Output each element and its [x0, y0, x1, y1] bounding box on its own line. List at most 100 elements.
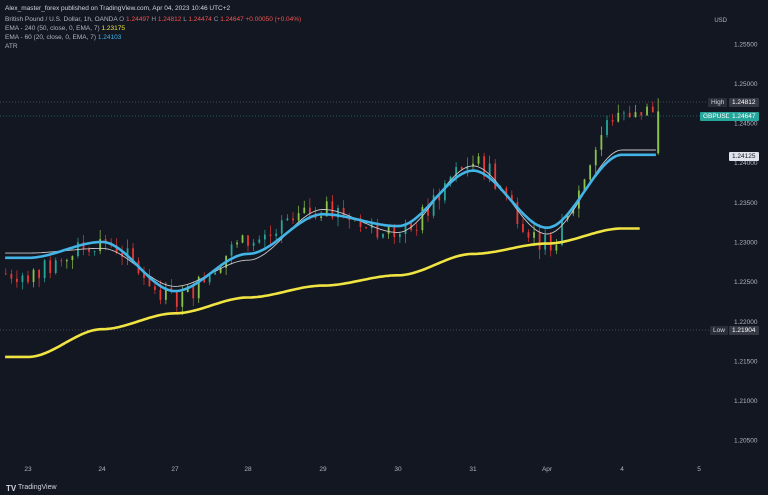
ohlc-close-label: C: [213, 16, 219, 23]
candle-body: [10, 273, 13, 279]
time-tick-label: 23: [24, 466, 32, 473]
candle-body: [477, 156, 480, 164]
ohlc-open-label: O: [119, 16, 125, 23]
footer-brand: TradingView: [18, 484, 57, 491]
candle-body: [175, 291, 178, 307]
tradingview-logo-icon: TV: [6, 484, 17, 493]
ohlc-high: 1.24812: [157, 16, 182, 23]
time-tick-label: 29: [319, 466, 327, 473]
candle-body: [466, 166, 469, 170]
candle-body: [132, 248, 134, 261]
candle-body: [483, 156, 485, 177]
candle-body: [258, 239, 261, 243]
candle-body: [292, 218, 294, 221]
candle-body: [247, 235, 249, 246]
time-tick-label: 30: [394, 466, 402, 473]
candle-body: [538, 232, 541, 250]
candle-body: [583, 179, 586, 191]
candle-body: [488, 163, 491, 177]
candle-body: [60, 260, 63, 262]
ema-240-line: [5, 227, 640, 359]
ohlc-high-label: H: [151, 16, 157, 23]
candle-body: [404, 223, 407, 235]
ema60-value: 1.24103: [97, 34, 122, 41]
price-tick-label: 1.25000: [734, 81, 758, 88]
publisher-line: Alex_master_forex published on TradingVi…: [5, 5, 231, 12]
candle-body: [646, 106, 648, 116]
candle-body: [280, 220, 283, 234]
ema60-tag-value: 1.24125: [729, 152, 759, 161]
candle-body: [337, 207, 339, 218]
candle-body: [533, 232, 535, 238]
price-tick-label: 1.20500: [734, 438, 758, 445]
time-axis[interactable]: 23 24 27 28 29 30 31 Apr 4 5: [24, 466, 701, 473]
candle-body: [432, 195, 435, 216]
candle-body: [566, 213, 569, 220]
candle-body: [455, 167, 458, 177]
candle-body: [544, 234, 547, 250]
candle-body: [143, 273, 145, 279]
candle-body: [611, 120, 614, 122]
candle-body: [252, 242, 255, 246]
candle-body: [27, 275, 29, 283]
candle-body: [600, 135, 603, 150]
candle-body: [241, 235, 244, 243]
atr-legend[interactable]: ATR: [5, 42, 18, 51]
time-tick-label: 31: [469, 466, 477, 473]
candle-body: [606, 120, 608, 136]
symbol-description: British Pound / U.S. Dollar, 1h, OANDA: [5, 16, 118, 23]
candle-body: [308, 207, 311, 214]
candle-body: [320, 216, 323, 219]
candle-body: [516, 202, 519, 224]
candle-body: [331, 201, 334, 218]
candle-body: [460, 167, 463, 170]
price-tick-label: 1.23500: [734, 200, 758, 207]
ohlc-low-label: L: [183, 16, 187, 23]
candle-body: [208, 274, 211, 283]
candle-body: [640, 112, 643, 116]
candle-body: [527, 232, 530, 238]
ohlc-open: 1.24497: [126, 16, 150, 23]
symbol-tag-label: GBPUSD: [700, 112, 734, 121]
candle-body: [297, 213, 300, 221]
price-tick-label: 1.24000: [734, 160, 758, 167]
candle-body: [88, 248, 90, 252]
candle-body: [376, 222, 379, 238]
high-tag-label: High: [708, 98, 728, 107]
ema240-value: 1.23175: [101, 25, 125, 32]
candle-body: [382, 233, 384, 238]
ema-60-line: [5, 153, 656, 293]
candle-body: [93, 250, 96, 252]
candle-body: [32, 269, 35, 283]
ohlc-close: 1.24647: [220, 16, 244, 23]
candle-body: [4, 273, 7, 275]
ema240-legend[interactable]: EMA - 240 (50, close, 0, EMA, 7) 1.23175: [5, 24, 125, 33]
candle-body: [494, 163, 497, 189]
candle-body: [65, 260, 68, 262]
symbol-line: British Pound / U.S. Dollar, 1h, OANDA O…: [5, 15, 301, 24]
candle-body: [325, 201, 328, 217]
candle-body: [115, 245, 118, 253]
candle-body: [623, 112, 625, 114]
candle-body: [230, 244, 233, 256]
candle-body: [192, 286, 195, 299]
candle-body: [393, 226, 396, 237]
ema-thin-line: [5, 149, 656, 287]
candle-body: [561, 219, 563, 246]
candle-body: [148, 278, 151, 287]
candle-body: [510, 195, 513, 203]
low-tag-value: 1.21904: [729, 326, 759, 335]
price-axis[interactable]: 1.25500 1.25000 1.24500 1.24000 1.23500 1.230…: [734, 41, 758, 444]
ema60-legend[interactable]: EMA - 60 (20, close, 0, EMA, 7) 1.24103: [5, 33, 121, 42]
candle-body: [269, 234, 272, 236]
time-tick-label: Apr: [542, 466, 553, 473]
candle-body: [38, 269, 40, 279]
high-tag-value: 1.24812: [729, 98, 759, 107]
price-tick-label: 1.24500: [734, 121, 758, 128]
candle-body: [628, 112, 631, 118]
candle-body: [197, 276, 200, 299]
candle-body: [159, 289, 162, 300]
candle-body: [415, 230, 418, 231]
candle-body: [555, 245, 558, 251]
